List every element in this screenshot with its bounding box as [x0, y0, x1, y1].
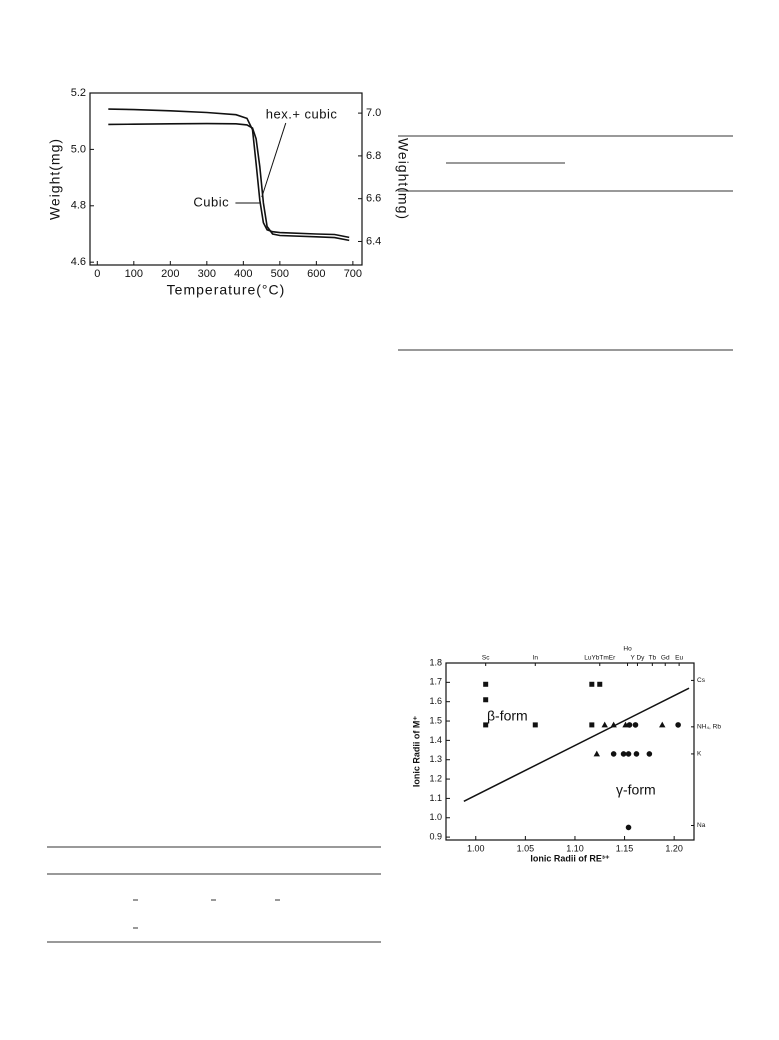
top-axis-label: Y Dy — [630, 655, 645, 662]
square-point — [483, 697, 489, 703]
x-tick-label: 1.05 — [517, 843, 535, 853]
circle-point — [675, 722, 681, 728]
y-axis-title: Weight(mg) — [47, 138, 63, 220]
circle-point — [620, 751, 627, 757]
top-axis-label: LuYbTmEr — [584, 655, 616, 662]
top-axis-label: Tb — [649, 655, 657, 662]
y-tick-label: 1.3 — [429, 754, 442, 764]
x-tick-label: 300 — [198, 268, 216, 280]
triangle-point — [601, 721, 608, 728]
circle-point — [632, 722, 639, 728]
y-axis-title: Ionic Radii of M⁺ — [411, 716, 421, 787]
y-tick-label: 1.7 — [429, 677, 442, 687]
right-axis-label: NH₄, Rb — [697, 724, 721, 731]
x-tick-label: 700 — [344, 268, 362, 280]
y-tick-label: 4.8 — [71, 200, 86, 212]
x-tick-label: 1.20 — [665, 843, 683, 853]
data-line — [108, 108, 350, 239]
series-label: hex.+ cubic — [266, 106, 338, 121]
x-axis-title: Ionic Radii of RE³⁺ — [530, 853, 610, 863]
x-tick-label: 0 — [94, 268, 100, 280]
y-tick-label: 1.8 — [429, 657, 442, 667]
region-label: γ-form — [616, 782, 656, 798]
y2-tick-label: 6.8 — [366, 150, 381, 162]
top-axis-label: Sc — [482, 655, 490, 662]
top-axis-label: Eu — [675, 655, 683, 662]
y-tick-label: 1.4 — [429, 735, 442, 745]
y2-axis-title: Weight(mg) — [395, 138, 411, 220]
y-tick-label: 1.2 — [429, 773, 442, 783]
circle-point — [633, 751, 640, 757]
top-axis-label: Gd — [661, 655, 670, 662]
right-axis-label: Na — [697, 822, 706, 829]
fit-line — [463, 687, 690, 802]
x-tick-label: 400 — [234, 268, 252, 280]
y-tick-label: 1.1 — [429, 793, 442, 803]
triangle-point — [610, 721, 617, 728]
annotation-arrow — [261, 122, 287, 198]
data-line — [108, 122, 350, 242]
x-tick-label: 1.15 — [616, 843, 634, 853]
circle-point — [625, 824, 632, 831]
x-tick-label: 100 — [125, 268, 143, 280]
top-axis-label: Ho — [623, 646, 632, 653]
plot-frame — [445, 662, 695, 841]
y-tick-label: 1.5 — [429, 715, 442, 725]
x-tick-label: 200 — [161, 268, 179, 280]
square-point — [483, 681, 489, 687]
right-axis-label: Cs — [697, 677, 706, 684]
y-tick-label: 4.6 — [71, 256, 86, 268]
y2-tick-label: 7.0 — [366, 107, 381, 119]
x-axis-title: Temperature(°C) — [167, 282, 286, 298]
y2-tick-label: 6.6 — [366, 193, 381, 205]
y-tick-label: 5.0 — [71, 143, 86, 155]
region-label: β-form — [487, 708, 528, 724]
circle-point — [626, 722, 633, 728]
y-tick-label: 1.6 — [429, 696, 442, 706]
x-tick-label: 1.10 — [566, 843, 584, 853]
circle-point — [646, 751, 653, 757]
square-point — [483, 722, 489, 728]
square-point — [532, 722, 538, 728]
circle-point — [610, 751, 617, 757]
square-point — [597, 681, 603, 687]
x-tick-label: 500 — [271, 268, 289, 280]
x-tick-label: 600 — [307, 268, 325, 280]
plot-frame — [89, 92, 363, 266]
y2-tick-label: 6.4 — [366, 235, 381, 247]
y-tick-label: 1.0 — [429, 812, 442, 822]
top-axis-label: In — [533, 655, 539, 662]
series-label: Cubic — [193, 194, 229, 209]
circle-point — [625, 751, 632, 757]
triangle-point — [659, 721, 666, 728]
right-axis-label: K — [697, 751, 702, 758]
y-tick-label: 0.9 — [429, 831, 442, 841]
square-point — [589, 722, 595, 728]
square-point — [589, 681, 595, 687]
x-tick-label: 1.00 — [467, 843, 485, 853]
triangle-point — [593, 750, 600, 757]
y-tick-label: 5.2 — [71, 87, 86, 99]
